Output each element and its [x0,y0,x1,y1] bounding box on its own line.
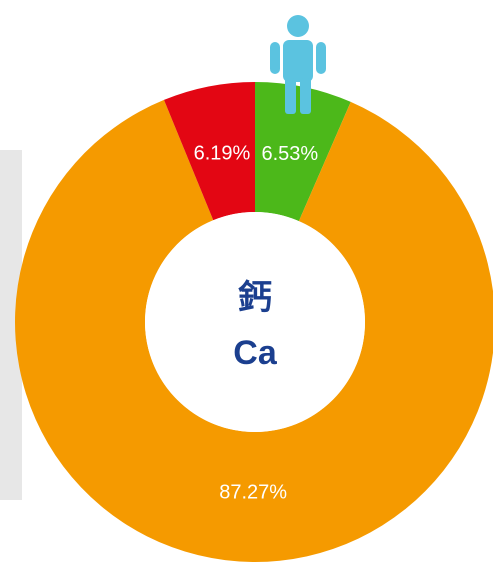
slice [15,99,493,562]
center-sublabel: Ca [233,334,278,372]
slices [15,82,493,562]
donut-hole [145,212,365,432]
value-label: 87.27% [219,481,287,503]
center-label: 鈣 [238,279,272,317]
value-label: 6.19% [194,143,251,165]
slice [163,82,255,221]
person-icon [270,15,326,114]
value-label: 6.53% [261,143,318,165]
slice [255,82,351,222]
